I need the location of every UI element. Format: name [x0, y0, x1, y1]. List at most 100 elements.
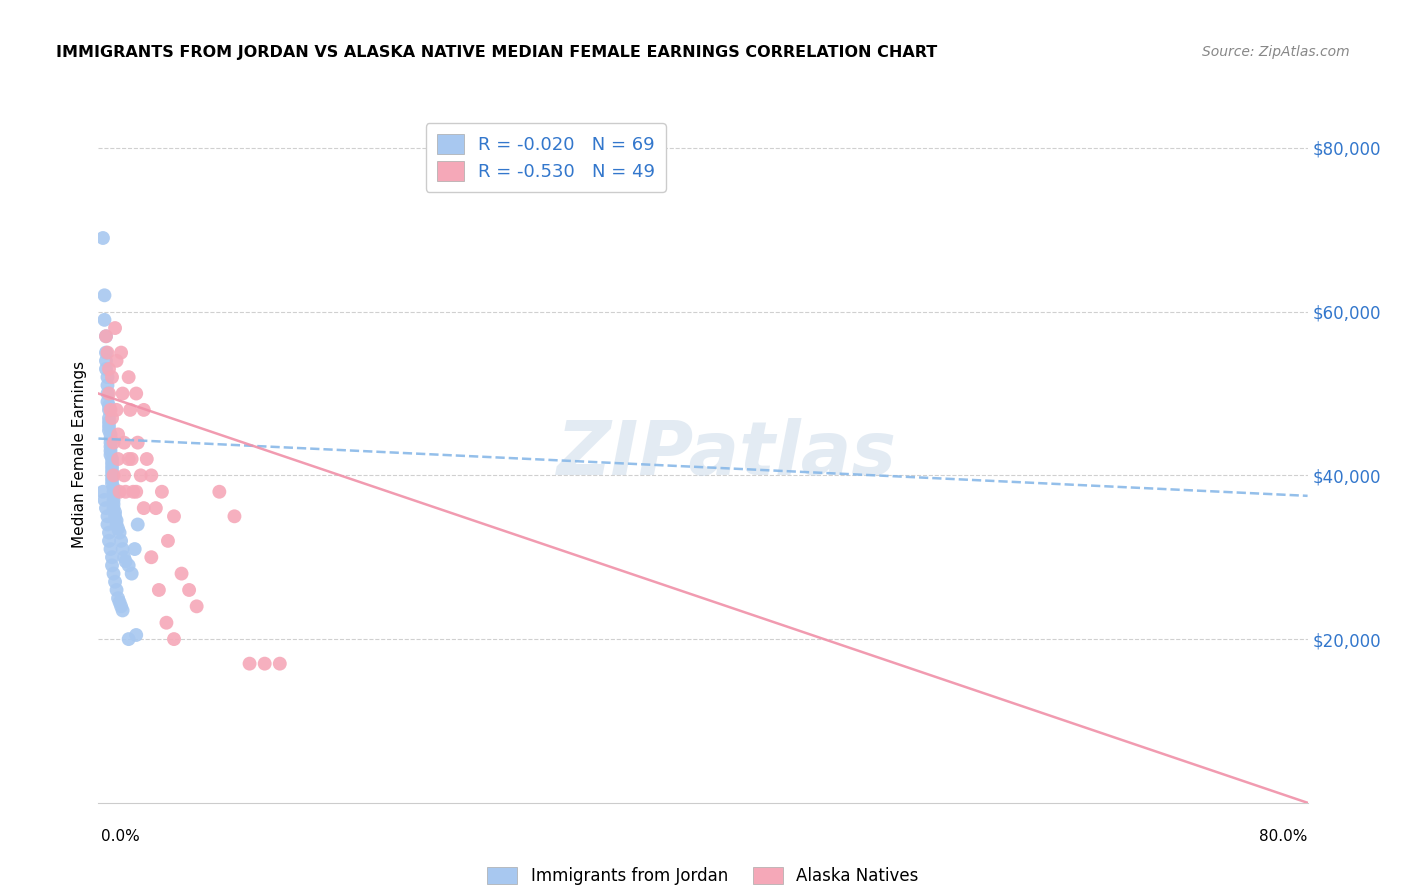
Point — [155, 615, 177, 630]
Point — [101, 411, 124, 425]
Point — [103, 501, 125, 516]
Point — [105, 403, 128, 417]
Point — [100, 427, 122, 442]
Point — [105, 513, 128, 527]
Point — [94, 329, 117, 343]
Point — [103, 468, 125, 483]
Point — [122, 484, 145, 499]
Point — [121, 452, 143, 467]
Point — [132, 501, 155, 516]
Point — [104, 509, 127, 524]
Legend: R = -0.020   N = 69, R = -0.530   N = 49: R = -0.020 N = 69, R = -0.530 N = 49 — [426, 123, 666, 192]
Point — [104, 321, 127, 335]
Point — [96, 345, 118, 359]
Point — [93, 288, 115, 302]
Point — [96, 378, 118, 392]
Point — [108, 595, 131, 609]
Point — [114, 484, 136, 499]
Point — [107, 522, 129, 536]
Point — [125, 484, 148, 499]
Point — [107, 452, 129, 467]
Point — [94, 353, 117, 368]
Point — [110, 345, 132, 359]
Point — [98, 525, 121, 540]
Point — [124, 542, 146, 557]
Point — [111, 542, 134, 557]
Point — [98, 415, 121, 429]
Point — [110, 599, 132, 614]
Point — [170, 566, 193, 581]
Point — [96, 509, 118, 524]
Point — [239, 657, 262, 671]
Point — [103, 497, 125, 511]
Point — [150, 484, 173, 499]
Point — [105, 353, 128, 368]
Point — [96, 370, 118, 384]
Point — [208, 484, 231, 499]
Point — [125, 628, 148, 642]
Point — [93, 313, 115, 327]
Point — [101, 550, 124, 565]
Point — [163, 509, 186, 524]
Point — [127, 517, 149, 532]
Point — [94, 345, 117, 359]
Text: 80.0%: 80.0% — [1260, 830, 1308, 844]
Point — [110, 533, 132, 548]
Point — [103, 435, 125, 450]
Point — [253, 657, 276, 671]
Point — [98, 419, 121, 434]
Point — [120, 403, 142, 417]
Point — [104, 505, 127, 519]
Point — [98, 533, 121, 548]
Point — [177, 582, 201, 597]
Point — [98, 386, 121, 401]
Point — [98, 399, 121, 413]
Point — [98, 423, 121, 437]
Point — [111, 603, 134, 617]
Point — [118, 452, 141, 467]
Point — [156, 533, 179, 548]
Point — [141, 550, 163, 565]
Text: Source: ZipAtlas.com: Source: ZipAtlas.com — [1202, 45, 1350, 59]
Point — [103, 481, 125, 495]
Point — [96, 386, 118, 401]
Point — [91, 231, 114, 245]
Point — [132, 403, 155, 417]
Point — [107, 427, 129, 442]
Point — [129, 468, 152, 483]
Point — [118, 632, 141, 646]
Point — [101, 370, 124, 384]
Point — [186, 599, 208, 614]
Point — [125, 386, 148, 401]
Point — [100, 440, 122, 454]
Point — [101, 476, 124, 491]
Y-axis label: Median Female Earnings: Median Female Earnings — [72, 361, 87, 549]
Point — [103, 484, 125, 499]
Point — [101, 456, 124, 470]
Point — [101, 464, 124, 478]
Point — [103, 492, 125, 507]
Point — [94, 362, 117, 376]
Point — [269, 657, 291, 671]
Point — [108, 525, 131, 540]
Text: IMMIGRANTS FROM JORDAN VS ALASKA NATIVE MEDIAN FEMALE EARNINGS CORRELATION CHART: IMMIGRANTS FROM JORDAN VS ALASKA NATIVE … — [56, 45, 938, 60]
Point — [100, 403, 122, 417]
Point — [100, 542, 122, 557]
Point — [101, 473, 124, 487]
Text: ZIPatlas: ZIPatlas — [557, 418, 897, 491]
Point — [118, 558, 141, 573]
Point — [96, 394, 118, 409]
Point — [101, 452, 124, 467]
Point — [127, 435, 149, 450]
Point — [112, 435, 135, 450]
Point — [105, 517, 128, 532]
Point — [104, 574, 127, 589]
Point — [101, 558, 124, 573]
Point — [145, 501, 167, 516]
Point — [103, 489, 125, 503]
Point — [107, 591, 129, 606]
Point — [101, 468, 124, 483]
Point — [224, 509, 246, 524]
Point — [163, 632, 186, 646]
Point — [93, 492, 115, 507]
